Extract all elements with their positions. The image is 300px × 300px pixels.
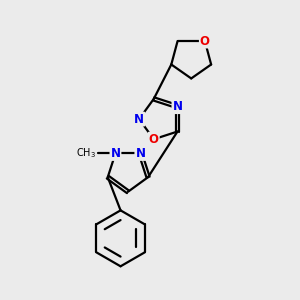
Text: N: N [110, 147, 121, 160]
Text: N: N [135, 147, 146, 160]
Text: CH$_3$: CH$_3$ [76, 147, 96, 160]
Text: N: N [134, 112, 144, 126]
Text: N: N [172, 100, 182, 113]
Text: O: O [149, 133, 159, 146]
Text: O: O [200, 34, 210, 47]
